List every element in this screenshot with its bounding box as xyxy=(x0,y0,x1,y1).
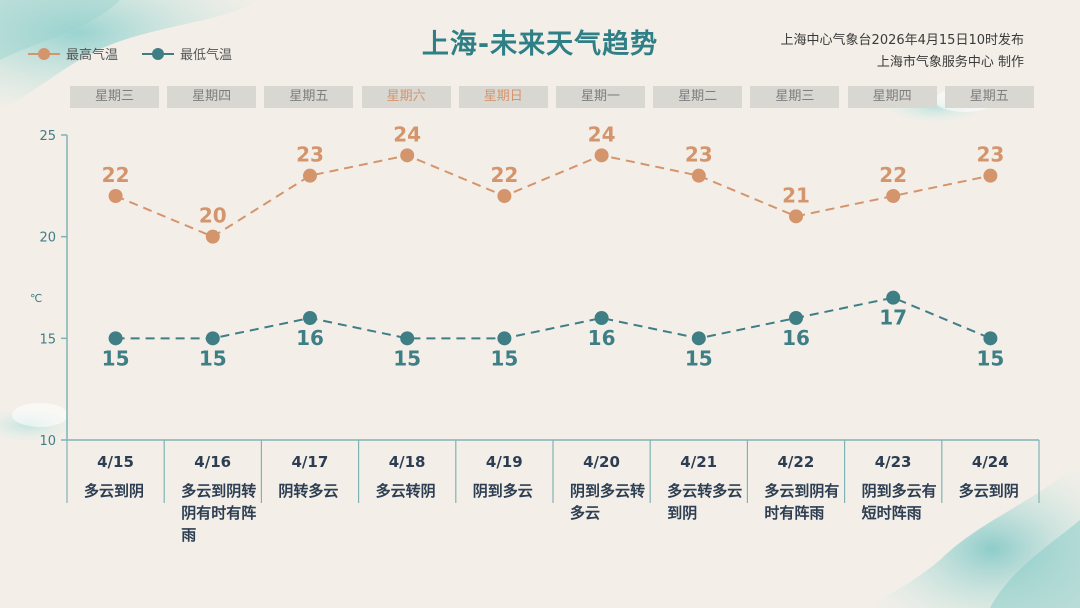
issuer-line-2: 上海市气象服务中心 制作 xyxy=(876,55,1024,70)
weather-description: 阴到多云 xyxy=(472,482,533,500)
data-label-low: 15 xyxy=(102,346,130,370)
date-label: 4/19 xyxy=(485,453,523,471)
series-line-high xyxy=(115,154,991,238)
weekday-label: 星期日 xyxy=(458,86,548,108)
date-label: 4/15 xyxy=(97,453,134,471)
weather-description: 多云到阴 xyxy=(958,482,1019,500)
weather-description: 多云转多云到阴 xyxy=(667,482,743,522)
date-label: 4/22 xyxy=(777,453,815,471)
date-label: 4/23 xyxy=(874,453,912,471)
legend-high-marker xyxy=(28,47,60,60)
weekday-label: 星期三 xyxy=(70,86,159,108)
weather-description: 阴到多云转多云 xyxy=(570,482,646,522)
legend-item-high: 最高气温 xyxy=(26,44,118,63)
data-label-low: 16 xyxy=(296,326,324,350)
data-point-high xyxy=(108,189,123,203)
data-label-high: 23 xyxy=(296,143,324,167)
data-point-low xyxy=(205,331,220,346)
data-point-low xyxy=(108,331,123,346)
y-tick-label: 25 xyxy=(39,129,56,144)
data-point-high xyxy=(983,168,998,183)
weekday-label: 星期三 xyxy=(750,86,840,108)
chart-legend: 最高气温 最低气温 xyxy=(26,44,232,63)
data-label-high: 24 xyxy=(393,122,421,146)
data-label-low: 15 xyxy=(199,346,227,370)
data-point-low xyxy=(983,331,998,346)
data-label-high: 21 xyxy=(782,183,810,207)
legend-low-label: 最低气温 xyxy=(180,48,233,63)
data-point-high xyxy=(594,148,609,163)
data-label-low: 16 xyxy=(588,326,616,350)
data-label-high: 23 xyxy=(685,143,713,167)
data-point-low xyxy=(400,331,415,346)
data-label-high: 23 xyxy=(976,143,1004,167)
weekday-label: 星期五 xyxy=(264,86,354,108)
date-label: 4/16 xyxy=(194,453,232,471)
data-label-high: 22 xyxy=(490,163,518,187)
data-label-low: 16 xyxy=(782,326,810,350)
data-point-high xyxy=(400,148,415,163)
date-label: 4/20 xyxy=(583,453,620,471)
data-label-low: 15 xyxy=(393,346,421,370)
legend-item-low: 最低气温 xyxy=(140,44,232,63)
data-label-high: 24 xyxy=(588,122,616,146)
weather-description: 阴转多云 xyxy=(278,482,339,500)
data-label-low: 15 xyxy=(685,346,713,370)
weekday-label: 星期四 xyxy=(167,86,257,108)
y-axis-unit-label: ℃ xyxy=(30,292,42,305)
data-label-high: 20 xyxy=(199,204,227,228)
data-point-low xyxy=(303,311,317,325)
weather-description: 多云到阴 xyxy=(84,482,145,500)
data-point-low xyxy=(789,311,803,325)
date-label: 4/24 xyxy=(971,453,1009,471)
weekday-label: 星期一 xyxy=(556,86,645,108)
data-point-low xyxy=(497,331,512,346)
series-line-low xyxy=(115,296,991,340)
weekday-label: 星期四 xyxy=(847,86,937,108)
weekday-label: 星期五 xyxy=(944,86,1034,108)
date-label: 4/17 xyxy=(291,453,329,471)
data-point-low xyxy=(886,290,901,305)
issuer-line-1: 上海中心气象台2026年4月15日10时发布 xyxy=(780,33,1024,48)
data-label-high: 22 xyxy=(102,163,130,187)
data-point-high xyxy=(303,168,317,183)
data-point-low xyxy=(594,311,609,325)
legend-low-marker xyxy=(142,47,175,60)
weather-description: 多云转阴 xyxy=(375,482,436,500)
data-label-low: 15 xyxy=(490,346,518,370)
y-tick-label: 15 xyxy=(39,332,56,347)
y-tick-label: 20 xyxy=(39,231,56,246)
weather-description: 阴到多云有短时阵雨 xyxy=(861,482,937,522)
weather-description: 多云到阴转阴有时有阵雨 xyxy=(181,482,257,544)
date-label: 4/21 xyxy=(680,453,718,471)
data-point-high xyxy=(497,189,512,203)
data-label-low: 17 xyxy=(879,306,907,330)
page-title: 上海-未来天气趋势 xyxy=(421,29,659,60)
issuer-info: 上海中心气象台2026年4月15日10时发布 上海市气象服务中心 制作 xyxy=(781,30,1024,74)
data-point-high xyxy=(886,189,901,203)
data-point-high xyxy=(789,209,803,224)
legend-high-label: 最高气温 xyxy=(66,48,119,63)
weekday-label: 星期二 xyxy=(653,86,743,108)
date-label: 4/18 xyxy=(388,453,426,471)
data-point-low xyxy=(691,331,706,346)
weekday-label: 星期六 xyxy=(361,86,451,108)
data-label-high: 22 xyxy=(879,163,907,187)
data-label-low: 15 xyxy=(976,346,1004,370)
weather-description: 多云到阴有时有阵雨 xyxy=(764,482,840,522)
y-tick-label: 10 xyxy=(39,434,56,449)
data-point-high xyxy=(205,229,220,244)
data-point-high xyxy=(691,168,706,183)
